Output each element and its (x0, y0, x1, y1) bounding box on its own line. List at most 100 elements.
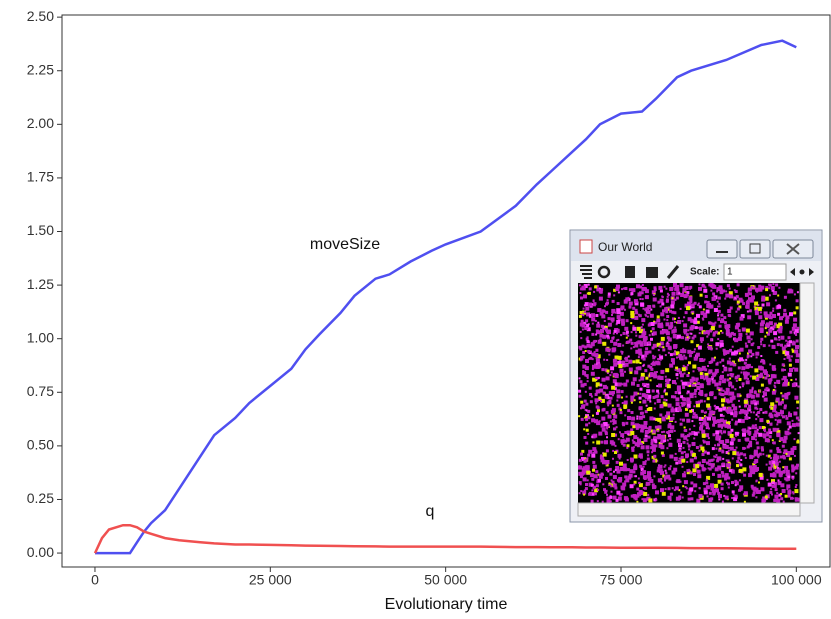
tool-icon[interactable] (790, 268, 814, 276)
world-cell (679, 418, 682, 421)
world-cell (706, 304, 711, 308)
tool-icon[interactable] (666, 265, 680, 279)
world-cell (783, 406, 787, 410)
world-cell (773, 322, 777, 326)
world-cell (648, 428, 652, 432)
world-cell (637, 292, 642, 297)
world-cell (748, 443, 753, 448)
world-cell (773, 331, 778, 336)
world-cell (652, 354, 655, 357)
world-cell (720, 440, 725, 444)
world-cell (719, 429, 723, 433)
world-cell (699, 383, 704, 388)
world-cell (709, 391, 714, 396)
world-cell (631, 439, 634, 442)
world-cell (743, 473, 747, 477)
world-cell (743, 399, 748, 404)
world-cell (665, 399, 668, 402)
world-cell (703, 331, 707, 335)
world-cell (653, 286, 657, 290)
world-cell (728, 357, 731, 360)
world-cell (632, 360, 636, 364)
h-scrollbar[interactable] (577, 502, 801, 517)
world-cell (578, 345, 582, 349)
tool-icon[interactable] (625, 266, 635, 278)
world-cell (598, 289, 603, 294)
world-cell (712, 372, 717, 377)
world-cell (742, 302, 746, 306)
world-cell (709, 369, 713, 373)
world-cell (655, 371, 658, 373)
world-cell (669, 438, 672, 440)
tool-icon[interactable] (597, 265, 611, 279)
tool-icon[interactable] (580, 265, 592, 279)
world-cell (617, 478, 622, 483)
world-cell (656, 385, 659, 388)
world-cell (607, 404, 610, 407)
tool-icon[interactable] (646, 267, 658, 278)
world-cell (734, 422, 738, 426)
world-cell (597, 339, 602, 344)
world-cell (681, 458, 686, 463)
world-cell (633, 480, 637, 484)
world-cell (651, 327, 655, 331)
world-cell (651, 444, 656, 449)
world-cell (649, 379, 652, 382)
world-cell (693, 405, 696, 408)
v-scrollbar[interactable] (799, 282, 815, 504)
world-cell (654, 425, 658, 429)
scale-input[interactable] (723, 263, 787, 281)
world-cell (665, 471, 668, 474)
world-cell (666, 431, 670, 435)
world-cell (580, 417, 584, 421)
world-cell (653, 437, 657, 442)
world-cell (669, 454, 674, 459)
world-cell (646, 427, 649, 430)
world-cell (596, 405, 599, 408)
world-cell (638, 489, 643, 494)
world-cell (584, 302, 589, 307)
world-cell (719, 413, 723, 417)
maximize-button[interactable] (739, 239, 771, 259)
world-cell (650, 442, 654, 446)
world-cell (654, 440, 658, 444)
world-cell (751, 386, 754, 389)
world-cell (633, 483, 636, 486)
world-cell (696, 469, 701, 474)
world-cell (673, 467, 678, 472)
world-cell (734, 338, 739, 343)
world-cell (692, 468, 697, 473)
world-cell (668, 325, 673, 330)
world-cell (774, 488, 778, 492)
world-cell (765, 288, 769, 292)
world-cell (605, 460, 610, 464)
world-cell (707, 343, 710, 346)
world-cell (649, 322, 651, 325)
world-cell (648, 334, 651, 337)
world-cell (591, 303, 594, 306)
world-cell (602, 309, 606, 313)
world-cell (664, 392, 668, 396)
world-cell (746, 363, 751, 368)
world-cell (612, 457, 614, 460)
world-cell (625, 319, 629, 323)
world-cell (606, 396, 610, 400)
world-cell (585, 306, 590, 311)
world-cell (686, 291, 690, 295)
world-cell (581, 285, 586, 290)
world-cell (597, 376, 600, 379)
world-cell (594, 419, 599, 424)
minimize-button[interactable] (706, 239, 738, 259)
world-cell (785, 452, 788, 455)
world-cell (717, 317, 721, 321)
world-cell (714, 382, 719, 387)
world-cell (729, 441, 734, 446)
world-cell (749, 427, 752, 430)
world-cell (589, 356, 593, 360)
world-cell (647, 471, 651, 476)
world-cell (776, 447, 780, 451)
world-cell (684, 304, 688, 308)
world-cell (750, 355, 753, 358)
world-cell (758, 426, 762, 430)
world-cell (758, 472, 763, 477)
